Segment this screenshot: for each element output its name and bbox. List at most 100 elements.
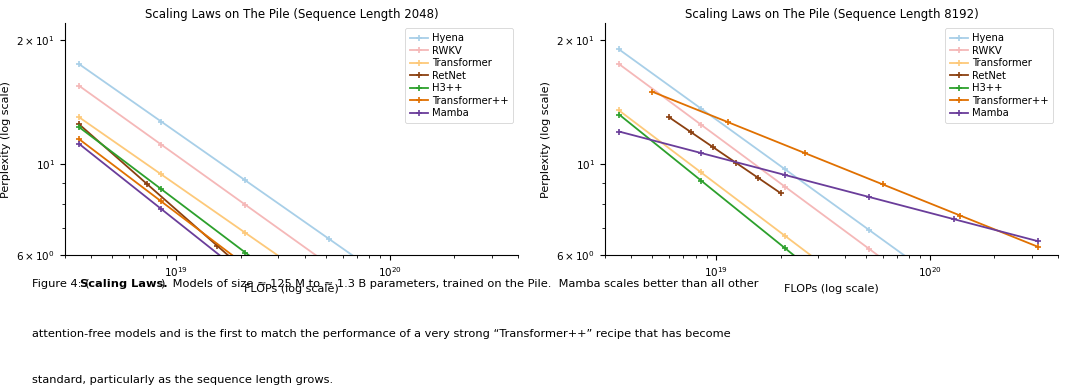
Transformer++ bbox=[72, 137, 85, 142]
Hyena bbox=[98, 79, 111, 84]
RetNet bbox=[662, 115, 675, 120]
Hyena bbox=[1010, 334, 1023, 339]
Y-axis label: Perplexity (log scale): Perplexity (log scale) bbox=[541, 81, 551, 198]
RetNet bbox=[774, 191, 787, 195]
RetNet bbox=[137, 179, 150, 183]
Transformer++ bbox=[669, 99, 681, 103]
Transformer bbox=[90, 127, 103, 131]
Mamba bbox=[996, 229, 1009, 234]
Transformer++ bbox=[1031, 244, 1044, 249]
Line: Hyena: Hyena bbox=[616, 46, 1041, 355]
RWKV bbox=[638, 80, 651, 85]
RetNet bbox=[684, 129, 697, 134]
H3++ bbox=[612, 112, 625, 117]
RetNet bbox=[692, 135, 705, 140]
H3++ bbox=[184, 209, 197, 214]
Mamba bbox=[1010, 233, 1023, 238]
Text: standard, particularly as the sequence length grows.: standard, particularly as the sequence l… bbox=[32, 375, 334, 385]
Text: Scaling Laws.: Scaling Laws. bbox=[80, 279, 167, 289]
Line: H3++: H3++ bbox=[76, 124, 501, 387]
Hyena bbox=[90, 74, 103, 78]
Hyena bbox=[996, 324, 1009, 328]
RetNet bbox=[670, 120, 683, 124]
Line: Transformer: Transformer bbox=[76, 114, 501, 387]
Title: Scaling Laws on The Pile (Sequence Length 8192): Scaling Laws on The Pile (Sequence Lengt… bbox=[685, 8, 978, 21]
RWKV bbox=[491, 383, 504, 387]
Hyena bbox=[630, 59, 643, 64]
Mamba bbox=[612, 129, 625, 134]
Y-axis label: Perplexity (log scale): Perplexity (log scale) bbox=[1, 81, 11, 198]
H3++ bbox=[90, 137, 103, 142]
H3++ bbox=[72, 125, 85, 130]
Mamba bbox=[184, 230, 197, 235]
RWKV bbox=[470, 368, 483, 373]
Mamba bbox=[690, 150, 703, 154]
Transformer++ bbox=[748, 131, 761, 135]
RWKV bbox=[996, 345, 1009, 349]
X-axis label: FLOPs (log scale): FLOPs (log scale) bbox=[784, 284, 879, 295]
RWKV bbox=[72, 84, 85, 88]
H3++ bbox=[724, 202, 737, 207]
Text: attention-free models and is the first to match the performance of a very strong: attention-free models and is the first t… bbox=[32, 329, 731, 339]
Mamba bbox=[150, 203, 163, 208]
Transformer++ bbox=[646, 89, 659, 94]
Mamba bbox=[90, 155, 103, 159]
RetNet bbox=[86, 134, 99, 139]
Line: RWKV: RWKV bbox=[76, 82, 501, 387]
Hyena bbox=[638, 65, 651, 70]
Title: Scaling Laws on The Pile (Sequence Length 2048): Scaling Laws on The Pile (Sequence Lengt… bbox=[145, 8, 438, 21]
Transformer++ bbox=[998, 231, 1011, 236]
Line: H3++: H3++ bbox=[616, 111, 1041, 387]
Mamba bbox=[98, 161, 111, 166]
Transformer++ bbox=[90, 150, 103, 154]
H3++ bbox=[638, 132, 651, 137]
Line: Mamba: Mamba bbox=[616, 128, 1041, 245]
Transformer bbox=[456, 381, 469, 386]
Transformer++ bbox=[150, 196, 163, 200]
Transformer bbox=[638, 127, 651, 132]
X-axis label: FLOPs (log scale): FLOPs (log scale) bbox=[244, 284, 339, 295]
Line: Transformer: Transformer bbox=[616, 107, 1041, 387]
RWKV bbox=[690, 119, 703, 124]
Transformer++ bbox=[184, 221, 197, 226]
Transformer bbox=[150, 169, 163, 174]
Mamba bbox=[638, 136, 651, 140]
RWKV bbox=[90, 96, 103, 100]
RWKV bbox=[1031, 371, 1044, 376]
RetNet bbox=[72, 122, 85, 127]
Hyena bbox=[150, 116, 163, 121]
Hyena bbox=[456, 330, 469, 334]
Hyena bbox=[612, 47, 625, 52]
Text: )  Models of size ≈ 125  M to ≈ 1.3  B parameters, trained on the Pile.  Mamba s: ) Models of size ≈ 125 M to ≈ 1.3 B para… bbox=[161, 279, 758, 289]
Line: Mamba: Mamba bbox=[76, 140, 501, 387]
Transformer bbox=[72, 115, 85, 120]
RWKV bbox=[150, 139, 163, 144]
Transformer++ bbox=[661, 96, 674, 100]
RetNet bbox=[765, 184, 778, 189]
Transformer bbox=[612, 108, 625, 113]
Hyena bbox=[491, 354, 504, 359]
Mamba bbox=[724, 158, 737, 163]
H3++ bbox=[150, 183, 163, 188]
H3++ bbox=[630, 126, 643, 130]
Hyena bbox=[184, 140, 197, 144]
Line: Hyena: Hyena bbox=[76, 61, 501, 360]
Transformer bbox=[690, 167, 703, 171]
Mamba bbox=[1031, 239, 1044, 243]
RWKV bbox=[724, 144, 737, 149]
Line: Transformer++: Transformer++ bbox=[649, 88, 1041, 250]
Text: Figure 4: (: Figure 4: ( bbox=[32, 279, 90, 289]
RWKV bbox=[98, 101, 111, 106]
RWKV bbox=[612, 62, 625, 67]
Legend: Hyena, RWKV, Transformer, RetNet, H3++, Transformer++, Mamba: Hyena, RWKV, Transformer, RetNet, H3++, … bbox=[945, 28, 1053, 123]
Hyena bbox=[724, 128, 737, 132]
Line: Transformer++: Transformer++ bbox=[76, 136, 501, 387]
Transformer bbox=[98, 132, 111, 137]
Hyena bbox=[1031, 349, 1044, 354]
Transformer bbox=[724, 192, 737, 197]
H3++ bbox=[98, 144, 111, 149]
RWKV bbox=[456, 358, 469, 362]
Transformer++ bbox=[717, 118, 730, 123]
Hyena bbox=[470, 340, 483, 344]
Mamba bbox=[72, 142, 85, 146]
